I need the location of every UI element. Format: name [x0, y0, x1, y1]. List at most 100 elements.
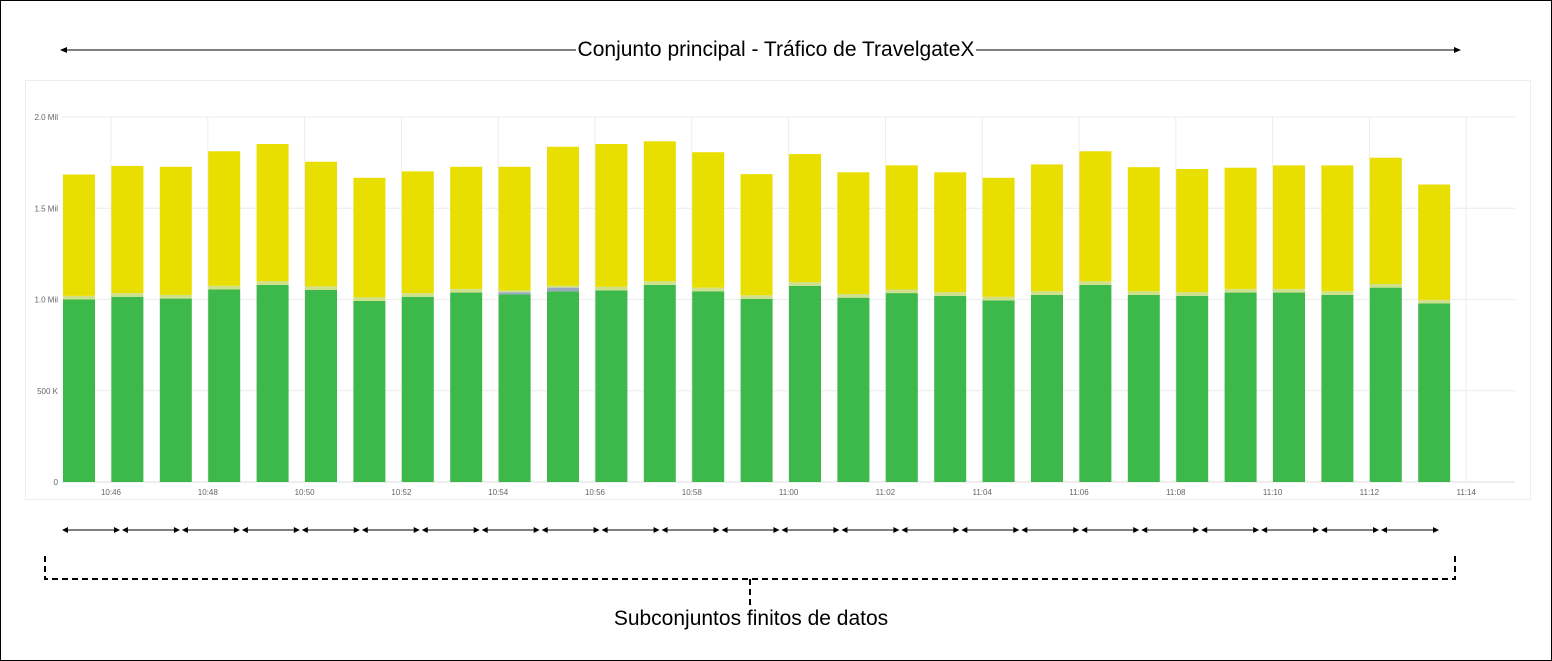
bar-green-segment [401, 296, 434, 482]
bar-lightgreen-segment [692, 287, 725, 292]
bar-yellow-segment [63, 174, 95, 296]
bar-green-segment [595, 290, 628, 482]
bar-lightgreen-segment [305, 286, 337, 291]
bar-yellow-segment [401, 171, 434, 294]
bar-green-segment [111, 296, 144, 482]
bar-yellow-segment [353, 177, 386, 298]
bar-lightgreen-segment [1273, 288, 1305, 293]
subset-arrow-head-left [301, 527, 308, 533]
x-tick-label: 10:46 [101, 488, 122, 497]
bar-green-segment [740, 298, 773, 482]
bar-yellow-segment [305, 161, 337, 287]
bar-yellow-segment [740, 174, 773, 296]
subset-arrow-head-left [181, 527, 188, 533]
subset-arrow-head-right [1133, 527, 1140, 533]
subset-arrow-head-right [713, 527, 720, 533]
y-tick-label: 500 K [37, 387, 59, 396]
subset-arrow-head-right [1013, 527, 1020, 533]
subset-arrow-head-left [721, 527, 728, 533]
bar-yellow-segment [159, 166, 192, 295]
bar-yellow-segment [1079, 151, 1112, 282]
bar-lightgreen-segment [353, 297, 386, 301]
subsets-bracket [44, 556, 1456, 580]
subset-arrow-head-left [481, 527, 488, 533]
bar-yellow-segment [498, 166, 531, 291]
bar-yellow-segment [256, 144, 289, 282]
subset-arrow-head-left [661, 527, 668, 533]
subset-arrow-head-right [833, 527, 840, 533]
bar-lightgreen-segment [1127, 291, 1160, 295]
bar-lightgreen-segment [1418, 299, 1451, 304]
bar-green-segment [1031, 294, 1063, 482]
subset-arrow-head-right [293, 527, 300, 533]
subset-arrow-head-right [113, 527, 120, 533]
subset-arrow-head-right [773, 527, 780, 533]
bar-green-segment [1321, 294, 1354, 482]
x-tick-label: 11:08 [1166, 488, 1186, 497]
x-tick-label: 11:04 [972, 488, 992, 497]
x-tick-label: 11:06 [1069, 488, 1089, 497]
bar-green-segment [837, 297, 870, 482]
bar-green-segment [1176, 295, 1209, 482]
y-tick-label: 1.5 Mil [34, 204, 58, 213]
bar-green-segment [1418, 303, 1451, 482]
subset-arrow-head-left [1081, 527, 1088, 533]
bar-lightgreen-segment [63, 295, 95, 300]
bar-lightgreen-segment [595, 286, 628, 291]
bar-yellow-segment [1031, 164, 1063, 292]
bar-lightgreen-segment [1321, 291, 1354, 295]
bar-green-segment [159, 298, 192, 482]
subset-arrow-head-right [1193, 527, 1200, 533]
subset-arrow-head-right [1373, 527, 1380, 533]
subset-arrow-head-left [1021, 527, 1028, 533]
x-tick-label: 10:56 [585, 488, 606, 497]
bar-lightgreen-segment [1031, 291, 1063, 295]
subset-arrow-head-right [1073, 527, 1080, 533]
bar-yellow-segment [837, 172, 870, 295]
bar-lightgreen-segment [1176, 292, 1209, 296]
bar-green-segment [63, 299, 95, 482]
bar-blue-segment [547, 287, 579, 292]
bar-lightgreen-segment [982, 296, 1015, 301]
bar-green-segment [1079, 284, 1112, 482]
x-tick-label: 10:48 [198, 488, 219, 497]
subset-arrow-head-right [593, 527, 600, 533]
subset-arrow-head-left [541, 527, 548, 533]
subset-arrow-head-left [1141, 527, 1148, 533]
bar-lightgreen-segment [1079, 281, 1112, 285]
subset-arrow-head-right [413, 527, 420, 533]
subsets-label: Subconjuntos finitos de datos [613, 607, 889, 630]
bar-yellow-segment [692, 152, 725, 288]
bar-lightgreen-segment [934, 292, 967, 296]
bar-yellow-segment [1321, 165, 1354, 292]
subset-arrow-head-left [1381, 527, 1388, 533]
bar-green-segment [885, 293, 918, 482]
bar-yellow-segment [1369, 157, 1402, 284]
bar-lightgreen-segment [740, 295, 773, 299]
subset-arrow-head-right [953, 527, 960, 533]
bar-green-segment [498, 294, 531, 482]
subset-arrow-head-left [1201, 527, 1208, 533]
bar-lightgreen-segment [159, 294, 192, 299]
diagram-title-label: Conjunto principal - Tráfico de Travelga… [575, 38, 977, 61]
subset-arrow-head-right [1313, 527, 1320, 533]
subset-arrow-head-right [653, 527, 660, 533]
bar-lightgreen-segment [789, 282, 821, 286]
x-tick-label: 11:12 [1360, 488, 1380, 497]
bar-green-segment [1127, 294, 1160, 482]
bar-yellow-segment [982, 177, 1015, 297]
bar-yellow-segment [208, 151, 241, 286]
bar-green-segment [208, 289, 241, 482]
bar-lightgreen-segment [256, 281, 289, 285]
bar-green-segment [643, 284, 676, 482]
subset-arrow-head-left [121, 527, 128, 533]
x-tick-label: 10:50 [295, 488, 316, 497]
subset-arrow-head-left [901, 527, 908, 533]
subsets-annotation [44, 527, 1456, 606]
subset-arrow-head-left [361, 527, 368, 533]
x-tick-label: 11:00 [779, 488, 799, 497]
bar-lightgreen-segment [837, 294, 870, 298]
bar-green-segment [1224, 292, 1257, 482]
bar-yellow-segment [934, 172, 967, 293]
subset-arrow-head-left [62, 527, 68, 533]
